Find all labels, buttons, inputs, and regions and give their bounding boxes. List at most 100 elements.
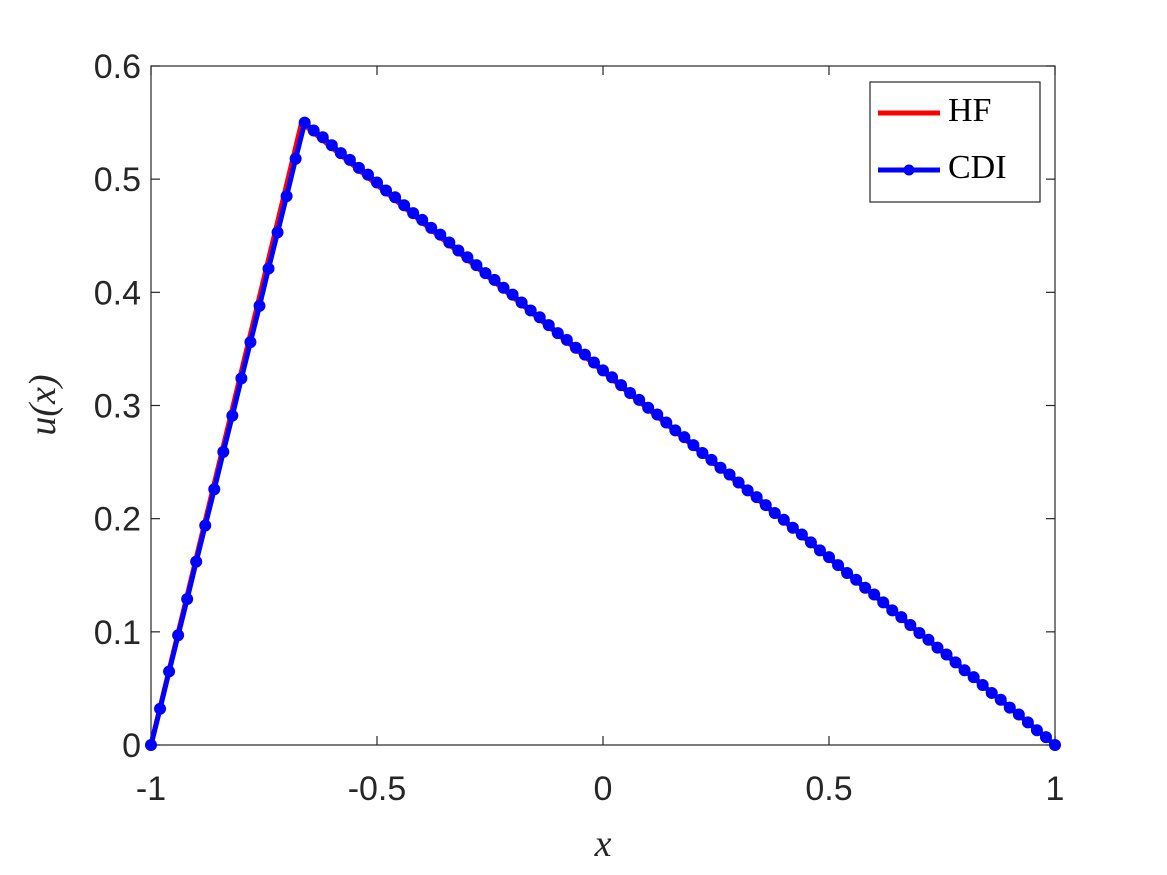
series-marker xyxy=(488,273,501,286)
series-marker xyxy=(452,244,465,257)
x-axis-label: x xyxy=(594,823,612,865)
series-marker xyxy=(832,559,845,572)
series-marker xyxy=(163,665,176,678)
series-marker xyxy=(985,686,998,699)
series-marker xyxy=(371,176,383,189)
series-marker xyxy=(687,439,700,452)
series-marker xyxy=(325,139,338,152)
series-marker xyxy=(1012,708,1025,721)
series-marker xyxy=(859,581,872,594)
series-marker xyxy=(741,484,754,497)
series-marker xyxy=(443,236,456,249)
series-marker xyxy=(931,641,944,654)
y-tick-label: 0 xyxy=(122,727,141,765)
series-marker xyxy=(669,424,682,437)
series-marker xyxy=(750,491,763,504)
series-marker xyxy=(199,519,212,532)
series-marker xyxy=(361,168,374,181)
series-marker xyxy=(850,573,863,586)
y-tick-label: 0.5 xyxy=(94,161,141,199)
series-marker xyxy=(334,147,347,160)
series-marker xyxy=(380,184,393,197)
x-tick-label: -0.5 xyxy=(348,770,407,808)
series-marker xyxy=(533,311,546,324)
series-marker xyxy=(705,453,718,466)
series-marker xyxy=(768,507,781,520)
x-tick-label: 0.5 xyxy=(805,770,852,808)
series-marker xyxy=(271,226,284,239)
series-marker xyxy=(298,116,311,129)
series-marker xyxy=(597,364,609,377)
series-marker xyxy=(886,604,899,617)
series-marker xyxy=(262,262,275,275)
series-marker xyxy=(217,445,230,458)
series-marker xyxy=(813,544,826,557)
legend-marker xyxy=(903,164,915,176)
series-marker xyxy=(551,327,564,340)
series-marker xyxy=(569,341,582,354)
series-marker xyxy=(416,213,429,226)
y-tick-label: 0.2 xyxy=(94,501,141,539)
series-marker xyxy=(1003,701,1016,714)
series-marker xyxy=(633,393,646,406)
series-marker xyxy=(624,387,637,400)
series-marker xyxy=(877,596,890,609)
series-marker xyxy=(804,536,817,549)
series-marker xyxy=(425,221,438,234)
series-marker xyxy=(145,739,157,751)
series-marker xyxy=(578,348,591,361)
series-marker xyxy=(289,152,302,165)
series-marker xyxy=(479,267,492,280)
series-marker xyxy=(678,431,691,444)
series-marker xyxy=(615,379,628,392)
series-marker xyxy=(904,619,917,632)
series-marker xyxy=(732,476,745,489)
series-marker xyxy=(913,626,926,639)
series-marker xyxy=(868,588,881,601)
series-marker xyxy=(949,656,962,669)
series-marker xyxy=(226,409,239,422)
y-tick-label: 0.4 xyxy=(94,274,141,312)
series-marker xyxy=(407,207,420,220)
series-marker xyxy=(714,461,727,474)
series-marker xyxy=(1049,739,1061,751)
series-marker xyxy=(343,153,356,166)
series-marker xyxy=(352,161,365,174)
series-marker xyxy=(208,483,221,496)
series-marker xyxy=(994,693,1007,706)
series-marker xyxy=(606,371,619,384)
series-marker xyxy=(389,191,402,204)
series-marker xyxy=(976,679,989,692)
series-marker xyxy=(958,664,971,677)
series-marker xyxy=(1039,731,1052,744)
series-marker xyxy=(940,648,953,661)
series-marker xyxy=(190,555,203,568)
series-marker xyxy=(316,131,329,144)
series-marker xyxy=(470,259,483,272)
series-marker xyxy=(841,566,854,579)
series-marker xyxy=(307,124,320,137)
series-marker xyxy=(497,281,510,294)
series-marker xyxy=(154,702,167,715)
legend-box xyxy=(869,81,1041,203)
series-marker xyxy=(1021,716,1034,729)
legend-label: CDI xyxy=(948,149,1007,186)
x-tick-label: -1 xyxy=(136,770,166,808)
series-marker xyxy=(244,336,257,349)
series-marker xyxy=(506,288,519,301)
y-tick-label: 0.1 xyxy=(94,614,141,652)
series-marker xyxy=(524,304,537,317)
y-tick-label: 0.3 xyxy=(94,388,141,426)
series-marker xyxy=(398,199,411,212)
series-marker xyxy=(642,401,655,414)
series-marker xyxy=(560,333,573,346)
series-marker xyxy=(587,356,600,369)
series-marker xyxy=(696,447,709,460)
series-marker xyxy=(461,251,474,264)
series-marker xyxy=(542,319,555,332)
series-marker xyxy=(172,629,185,642)
series-marker xyxy=(651,408,664,421)
series-marker xyxy=(922,633,935,646)
legend-label: HF xyxy=(948,92,991,129)
series-marker xyxy=(280,190,293,203)
